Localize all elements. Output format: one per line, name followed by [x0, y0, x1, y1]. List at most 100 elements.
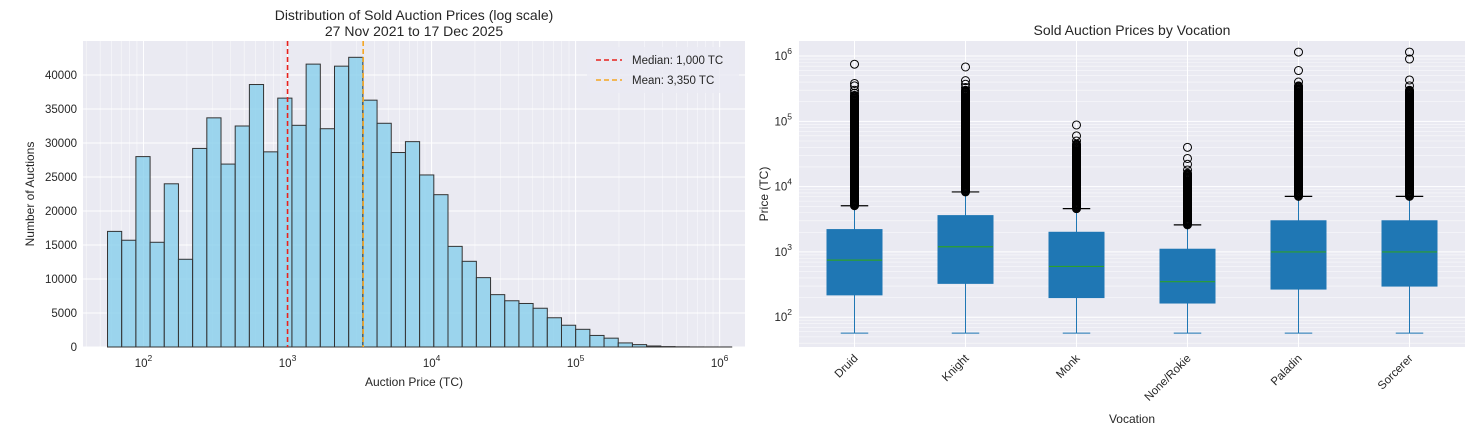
boxplot-y-tick-label: 102 [774, 307, 792, 324]
histogram-bar [631, 344, 648, 348]
histogram-bar [404, 141, 421, 348]
histogram-x-tick-label: 106 [711, 353, 729, 370]
histogram-y-tick-label: 5000 [51, 308, 77, 320]
outlier-point [850, 59, 859, 69]
iqr-box [826, 229, 883, 296]
boxplot-y-tick-label: 106 [774, 46, 792, 63]
outlier-point [850, 78, 859, 88]
boxplot-x-tick-label: None/Rokie [1143, 353, 1194, 404]
histogram-bar [518, 302, 534, 348]
outlier-point [850, 88, 859, 98]
legend-frame [587, 47, 739, 93]
histogram-bar [603, 337, 619, 348]
iqr-box [1270, 220, 1327, 290]
histogram-bar [206, 117, 222, 348]
outlier-point [1072, 131, 1081, 141]
histogram-y-tick-label: 30000 [45, 138, 77, 150]
outlier-point [1294, 47, 1303, 57]
histogram-subtitle: 27 Nov 2021 to 17 Dec 2025 [325, 23, 503, 39]
outlier-point [1183, 142, 1192, 152]
histogram-bar [291, 124, 307, 348]
histogram-bar [362, 99, 378, 348]
box-none-rokie [1159, 142, 1216, 334]
histogram-y-axis-label: Number of Auctions [23, 142, 37, 247]
histogram-chart: 102 103 104 105 106 0 5000 10000 15000 20000 2500… [23, 7, 745, 389]
outlier-point [1294, 66, 1303, 76]
histogram-bar [376, 122, 392, 348]
outlier-point [1405, 85, 1414, 95]
histogram-title: Distribution of Sold Auction Prices (log… [275, 7, 554, 23]
histogram-y-tick-label: 20000 [45, 206, 77, 218]
box-monk [1048, 120, 1105, 334]
outlier-point [850, 90, 859, 100]
histogram-bar [319, 128, 336, 348]
outlier-point [1072, 136, 1081, 146]
iqr-box [1048, 231, 1105, 299]
histogram-bar [646, 345, 662, 348]
outlier-point [961, 82, 970, 92]
boxplot-x-tick-label: Paladin [1269, 353, 1305, 389]
outlier-point [1072, 120, 1081, 130]
histogram-x-axis-label: Auction Price (TC) [365, 375, 463, 389]
histogram-bar [419, 174, 435, 348]
box-paladin [1270, 47, 1327, 334]
histogram-bar [475, 277, 492, 348]
boxplot-y-ticks: 102 103 104 105 106 [774, 46, 792, 324]
legend-mean-label: Mean: 3,350 TC [632, 75, 714, 87]
outlier-point [961, 76, 970, 86]
outlier-point [961, 62, 970, 72]
outlier-point [1405, 47, 1414, 57]
box-sorcerer [1381, 47, 1438, 334]
legend-median-label: Median: 1,000 TC [632, 55, 723, 67]
boxplot-x-ticks: Druid Knight Monk None/Rokie Paladin Sorcerer [833, 352, 1416, 404]
iqr-box [1381, 220, 1438, 287]
histogram-y-tick-label: 15000 [45, 240, 77, 252]
histogram-bar [177, 258, 194, 348]
outlier-point [1294, 81, 1303, 91]
box-druid [826, 59, 883, 334]
histogram-y-tick-label: 0 [71, 342, 77, 354]
histogram-bar [121, 239, 137, 348]
outlier-point [961, 79, 970, 89]
outlier-point [1405, 75, 1414, 85]
histogram-y-tick-label: 40000 [45, 70, 77, 82]
outlier-point [1183, 159, 1192, 169]
boxplot-y-axis-label: Price (TC) [757, 167, 771, 222]
histogram-bars [107, 56, 733, 348]
histogram-bar [532, 307, 548, 348]
histogram-bar [192, 147, 208, 348]
outlier-point [961, 85, 970, 95]
histogram-bar [107, 230, 123, 348]
histogram-legend: Median: 1,000 TC Mean: 3,350 TC [587, 47, 739, 93]
histogram-bar [504, 300, 520, 348]
boxplot-x-tick-label: Monk [1054, 352, 1083, 381]
histogram-bar [234, 125, 250, 348]
histogram-bar [277, 97, 293, 348]
boxplot-title: Sold Auction Prices by Vocation [1034, 22, 1231, 38]
iqr-box [937, 215, 994, 284]
box-knight [937, 62, 994, 334]
outlier-point [1405, 81, 1414, 91]
histogram-bar [348, 56, 364, 348]
histogram-bar [263, 151, 279, 348]
outlier-point [1405, 54, 1414, 64]
histogram-bar [560, 324, 577, 348]
histogram-y-ticks: 0 5000 10000 15000 20000 25000 30000 35000 40000 [45, 70, 77, 354]
histogram-bar [135, 156, 151, 348]
histogram-bar [163, 183, 179, 348]
histogram-x-tick-label: 104 [423, 353, 441, 370]
histogram-bar [490, 294, 506, 348]
histogram-bar [220, 163, 236, 348]
histogram-bar [149, 241, 165, 348]
histogram-bar [334, 65, 350, 348]
histogram-bar [589, 334, 605, 348]
histogram-y-tick-label: 35000 [45, 104, 77, 116]
outlier-point [1183, 165, 1192, 175]
boxplot-boxes [826, 47, 1438, 334]
histogram-y-tick-label: 10000 [45, 274, 77, 286]
outlier-point [850, 85, 859, 95]
histogram-y-tick-label: 25000 [45, 172, 77, 184]
histogram-bar [305, 63, 321, 348]
boxplot-x-tick-label: Druid [833, 353, 861, 381]
